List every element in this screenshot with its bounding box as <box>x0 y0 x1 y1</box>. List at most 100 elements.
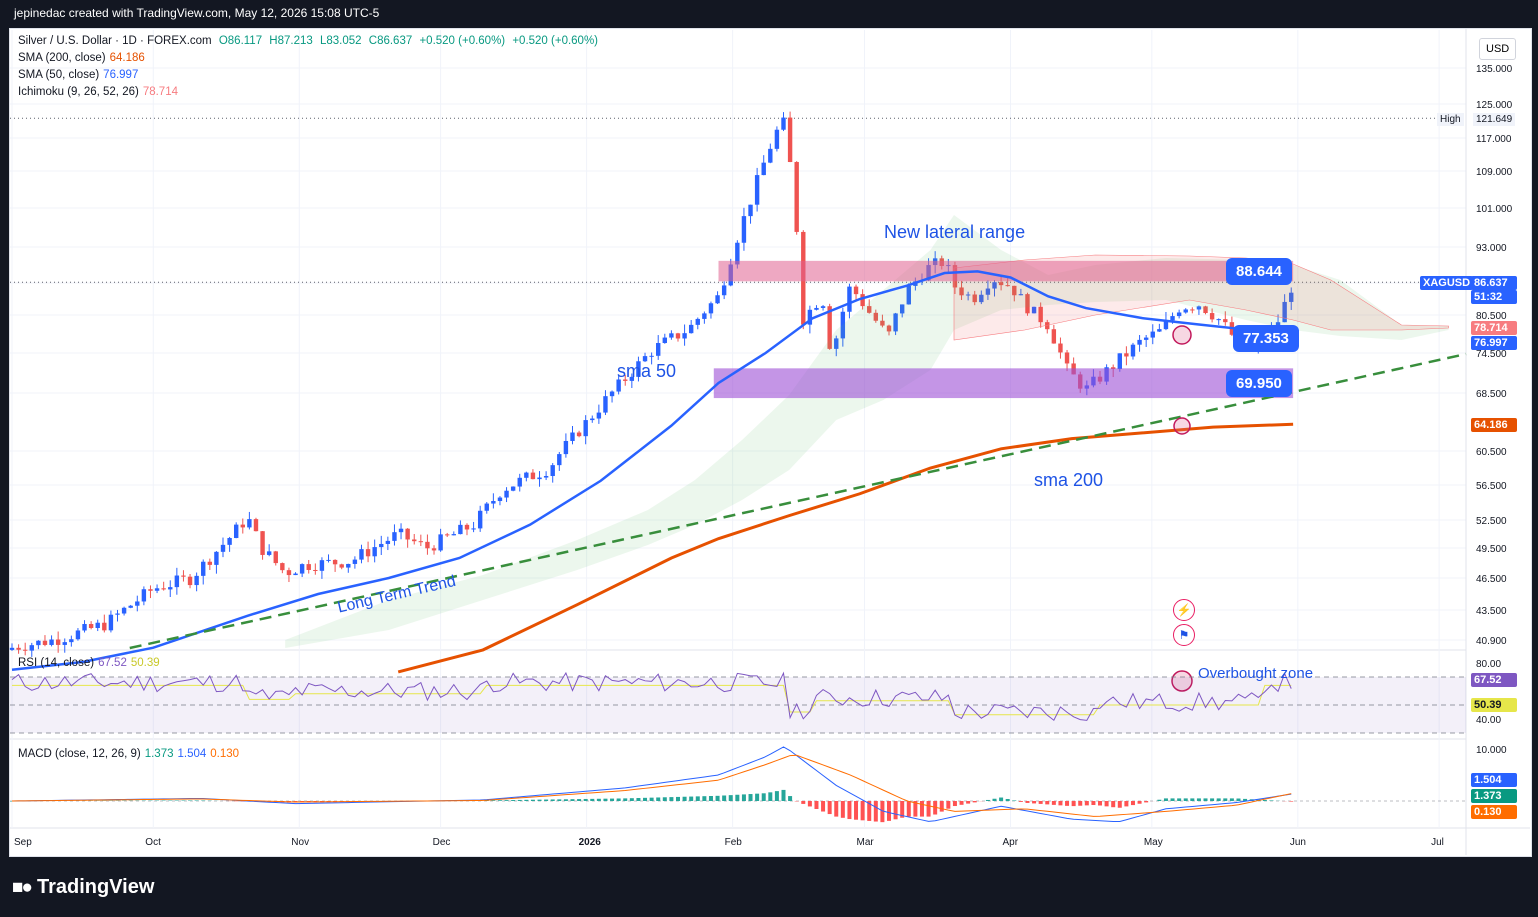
macd-histogram-bar <box>517 799 522 801</box>
macd-histogram-bar <box>1216 798 1221 801</box>
candle-body <box>458 524 463 535</box>
candle-body <box>998 282 1004 286</box>
candle-body <box>840 311 846 339</box>
candle-body <box>735 242 740 265</box>
candle-body <box>965 294 971 296</box>
candle-body <box>16 647 21 650</box>
candle-body <box>174 575 180 588</box>
candle-body <box>135 601 140 606</box>
macd-histogram-bar <box>867 801 872 821</box>
macd-histogram-bar <box>919 801 924 817</box>
chart-frame <box>9 28 1532 857</box>
macd-histogram-bar <box>1203 798 1208 801</box>
candle-body <box>497 497 503 502</box>
range-title-annotation: New lateral range <box>884 222 1026 242</box>
macd-histogram-bar <box>1012 800 1017 801</box>
price-tick-label: 43.500 <box>1476 606 1507 617</box>
price-tick-label: 93.000 <box>1476 243 1507 254</box>
candle-body <box>504 490 509 498</box>
candle-body <box>36 640 41 646</box>
macd-hist-badge: 0.130 <box>1471 805 1517 819</box>
candle-body <box>629 376 635 381</box>
candle-body <box>75 630 81 640</box>
price-tick-label: 125.000 <box>1476 100 1513 111</box>
macd-histogram-bar <box>1177 798 1182 801</box>
time-tick-label: Apr <box>1003 837 1019 848</box>
candle-body <box>1117 353 1122 369</box>
candle-body <box>741 216 747 243</box>
candle-body <box>227 538 232 545</box>
macd-signal-badge: 1.504 <box>1471 773 1517 787</box>
candle-body <box>168 587 173 590</box>
lower-range-box <box>713 368 1294 399</box>
candle-body <box>768 148 773 163</box>
macd-badge: 1.373 <box>1471 789 1517 803</box>
candle-body <box>985 288 991 295</box>
candle-body <box>623 379 628 381</box>
candle-body <box>148 589 153 591</box>
macd-histogram-bar <box>834 801 839 817</box>
macd-histogram-bar <box>1229 798 1234 801</box>
candle-body <box>253 519 259 532</box>
last-price-badge: 86.637 <box>1471 276 1517 290</box>
candle-body <box>853 286 859 295</box>
candle-body <box>247 519 252 528</box>
candle-body <box>445 534 450 536</box>
candle-body <box>418 541 424 543</box>
macd-histogram-bar <box>636 798 641 801</box>
candle-body <box>313 569 318 571</box>
macd-histogram-bar <box>511 800 516 801</box>
sma50-annotation: sma 50 <box>617 361 677 381</box>
middle-level-pill: 77.353 <box>1233 325 1299 352</box>
legend-sma200: SMA (200, close) 64.186 <box>18 52 145 64</box>
macd-histogram-bar <box>788 796 793 801</box>
ohlc-change-2: +0.520 (+0.60%) <box>512 35 598 47</box>
macd-histogram-bar <box>590 798 595 801</box>
us-flag-event-icon[interactable]: ⚑ <box>1173 624 1195 646</box>
candle-body <box>616 379 621 392</box>
macd-histogram-bar <box>1223 798 1228 801</box>
macd-histogram-bar <box>656 797 661 801</box>
candle-body <box>807 309 813 325</box>
ichimoku-badge: 78.714 <box>1471 321 1517 335</box>
macd-histogram-bar <box>840 801 845 818</box>
macd-histogram-bar <box>985 799 990 801</box>
time-tick-label: May <box>1144 837 1163 848</box>
price-tick-label: 74.500 <box>1476 349 1507 360</box>
macd-histogram-bar <box>702 796 707 801</box>
macd-histogram-bar <box>926 801 931 817</box>
candle-body <box>1203 306 1208 314</box>
candle-body <box>609 391 615 397</box>
macd-histogram-bar <box>497 800 502 801</box>
candle-body <box>524 472 529 478</box>
candle-body <box>286 570 292 576</box>
candle-body <box>161 588 166 590</box>
candle-body <box>352 559 358 564</box>
candle-body <box>721 285 727 296</box>
candle-body <box>662 337 668 344</box>
candle-body <box>1064 352 1070 364</box>
macd-histogram-bar <box>596 798 601 801</box>
candle-body <box>675 333 681 339</box>
candle-body <box>121 607 127 614</box>
macd-histogram-bar <box>887 801 892 821</box>
high-value: 121.649 <box>1473 113 1516 126</box>
symbol-name: Silver / U.S. Dollar · 1D · FOREX.com <box>18 35 212 47</box>
macd-histogram-bar <box>577 799 582 801</box>
candle-body <box>761 162 766 176</box>
macd-histogram-bar <box>629 798 634 801</box>
candle-body <box>563 440 569 455</box>
candle-body <box>1110 367 1116 369</box>
candle-body <box>412 539 417 542</box>
macd-histogram-bar <box>1038 801 1043 804</box>
candle-body <box>669 333 674 338</box>
candle-body <box>266 551 272 555</box>
macd-histogram-bar <box>1157 799 1162 801</box>
candle-body <box>299 564 305 574</box>
macd-histogram-bar <box>748 794 753 801</box>
lightning-event-icon[interactable]: ⚡ <box>1173 599 1195 621</box>
candle-body <box>477 510 483 529</box>
currency-button[interactable]: USD <box>1479 38 1517 60</box>
candle-body <box>787 117 793 163</box>
